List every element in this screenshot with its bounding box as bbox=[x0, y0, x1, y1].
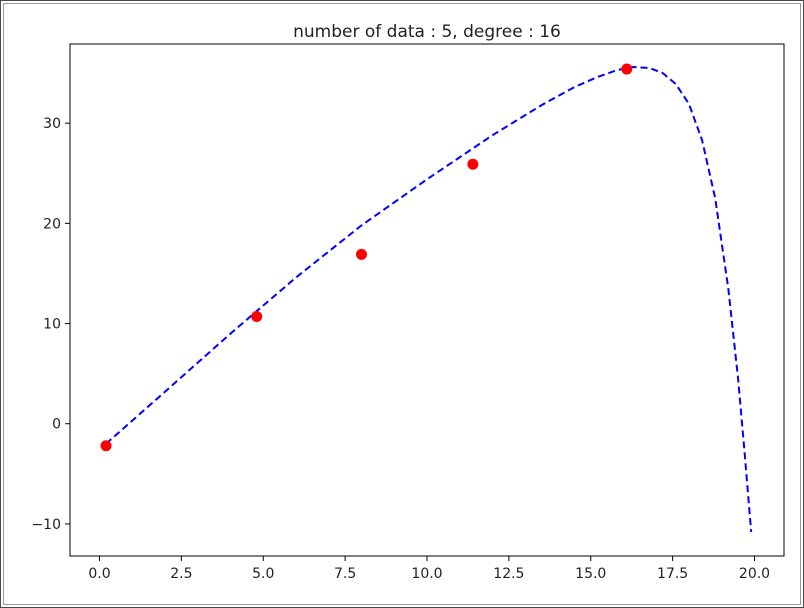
y-tick-label: −10 bbox=[31, 517, 61, 533]
x-axis-ticks: 0.0 2.5 5.0 7.5 10.0 12.5 15.0 17.5 20.0 bbox=[88, 556, 770, 582]
data-point bbox=[467, 158, 479, 170]
plot-area bbox=[69, 43, 785, 557]
x-tick-label: 12.5 bbox=[493, 566, 524, 582]
series-layer bbox=[100, 63, 753, 533]
x-tick-label: 7.5 bbox=[334, 566, 356, 582]
x-tick-label: 10.0 bbox=[411, 566, 442, 582]
data-point bbox=[100, 440, 112, 452]
figure-window-inner-border bbox=[3, 3, 801, 605]
x-tick-label: 0.0 bbox=[88, 566, 110, 582]
y-tick-label: 10 bbox=[43, 317, 61, 333]
y-tick-label: 20 bbox=[43, 216, 61, 232]
x-tick-label: 20.0 bbox=[739, 566, 770, 582]
x-tick-label: 5.0 bbox=[252, 566, 274, 582]
chart-title: number of data : 5, degree : 16 bbox=[293, 22, 561, 42]
y-tick-label: 0 bbox=[52, 417, 61, 433]
fit-curve-line bbox=[105, 66, 753, 533]
x-tick-label: 15.0 bbox=[575, 566, 606, 582]
x-tick-label: 17.5 bbox=[657, 566, 688, 582]
y-axis-ticks: −10 0 10 20 30 bbox=[31, 116, 70, 533]
data-point bbox=[621, 63, 633, 75]
data-point bbox=[355, 248, 367, 260]
x-tick-label: 2.5 bbox=[170, 566, 192, 582]
data-point bbox=[251, 311, 263, 323]
y-tick-label: 30 bbox=[43, 116, 61, 132]
